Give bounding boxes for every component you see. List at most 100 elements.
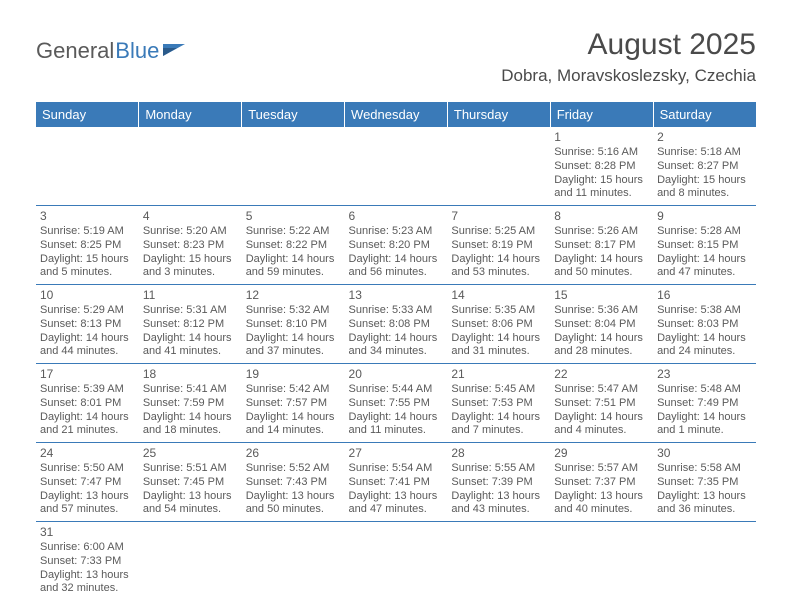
sunset-text: Sunset: 8:08 PM [349, 318, 444, 332]
sunset-text: Sunset: 8:10 PM [246, 318, 341, 332]
sunset-text: Sunset: 7:49 PM [657, 397, 752, 411]
calendar-day-cell: 31Sunrise: 6:00 AMSunset: 7:33 PMDayligh… [36, 522, 139, 601]
day-number: 25 [143, 446, 238, 461]
daylight-text: Daylight: 14 hours [657, 253, 752, 267]
daylight-text: and 28 minutes. [554, 345, 649, 359]
calendar-day-cell: 17Sunrise: 5:39 AMSunset: 8:01 PMDayligh… [36, 364, 139, 443]
sunrise-text: Sunrise: 5:48 AM [657, 383, 752, 397]
daylight-text: and 5 minutes. [40, 266, 135, 280]
sunrise-text: Sunrise: 5:41 AM [143, 383, 238, 397]
day-number: 26 [246, 446, 341, 461]
day-number: 2 [657, 130, 752, 145]
sunset-text: Sunset: 7:39 PM [451, 476, 546, 490]
daylight-text: Daylight: 15 hours [657, 174, 752, 188]
calendar-empty-cell [36, 127, 139, 206]
day-number: 30 [657, 446, 752, 461]
day-number: 7 [451, 209, 546, 224]
daylight-text: Daylight: 14 hours [349, 332, 444, 346]
calendar-empty-cell [345, 127, 448, 206]
daylight-text: Daylight: 14 hours [657, 411, 752, 425]
sunset-text: Sunset: 7:37 PM [554, 476, 649, 490]
sunrise-text: Sunrise: 5:35 AM [451, 304, 546, 318]
calendar-day-cell: 4Sunrise: 5:20 AMSunset: 8:23 PMDaylight… [139, 206, 242, 285]
daylight-text: Daylight: 13 hours [554, 490, 649, 504]
sunrise-text: Sunrise: 5:22 AM [246, 225, 341, 239]
sunrise-text: Sunrise: 5:29 AM [40, 304, 135, 318]
sunrise-text: Sunrise: 5:36 AM [554, 304, 649, 318]
daylight-text: Daylight: 14 hours [554, 332, 649, 346]
day-header: Sunday [36, 102, 139, 127]
day-number: 3 [40, 209, 135, 224]
sunset-text: Sunset: 7:33 PM [40, 555, 135, 569]
daylight-text: Daylight: 14 hours [554, 253, 649, 267]
daylight-text: and 59 minutes. [246, 266, 341, 280]
daylight-text: Daylight: 14 hours [246, 332, 341, 346]
sunrise-text: Sunrise: 5:39 AM [40, 383, 135, 397]
daylight-text: and 7 minutes. [451, 424, 546, 438]
calendar-day-cell: 3Sunrise: 5:19 AMSunset: 8:25 PMDaylight… [36, 206, 139, 285]
day-number: 16 [657, 288, 752, 303]
sunrise-text: Sunrise: 5:23 AM [349, 225, 444, 239]
daylight-text: Daylight: 13 hours [40, 569, 135, 583]
sunset-text: Sunset: 7:59 PM [143, 397, 238, 411]
sunrise-text: Sunrise: 5:25 AM [451, 225, 546, 239]
month-title: August 2025 [501, 28, 756, 62]
daylight-text: Daylight: 14 hours [143, 332, 238, 346]
day-header: Thursday [447, 102, 550, 127]
calendar-empty-cell [345, 522, 448, 601]
calendar-week-row: 24Sunrise: 5:50 AMSunset: 7:47 PMDayligh… [36, 443, 756, 522]
calendar-day-cell: 5Sunrise: 5:22 AMSunset: 8:22 PMDaylight… [242, 206, 345, 285]
calendar-day-cell: 19Sunrise: 5:42 AMSunset: 7:57 PMDayligh… [242, 364, 345, 443]
day-number: 1 [554, 130, 649, 145]
sunrise-text: Sunrise: 5:33 AM [349, 304, 444, 318]
daylight-text: and 21 minutes. [40, 424, 135, 438]
daylight-text: and 34 minutes. [349, 345, 444, 359]
daylight-text: and 44 minutes. [40, 345, 135, 359]
sunrise-text: Sunrise: 5:42 AM [246, 383, 341, 397]
sunrise-text: Sunrise: 5:50 AM [40, 462, 135, 476]
calendar-header-row: Sunday Monday Tuesday Wednesday Thursday… [36, 102, 756, 127]
calendar-day-cell: 16Sunrise: 5:38 AMSunset: 8:03 PMDayligh… [653, 285, 756, 364]
sunset-text: Sunset: 8:12 PM [143, 318, 238, 332]
calendar-day-cell: 23Sunrise: 5:48 AMSunset: 7:49 PMDayligh… [653, 364, 756, 443]
daylight-text: Daylight: 15 hours [143, 253, 238, 267]
calendar-day-cell: 7Sunrise: 5:25 AMSunset: 8:19 PMDaylight… [447, 206, 550, 285]
day-number: 17 [40, 367, 135, 382]
calendar-week-row: 3Sunrise: 5:19 AMSunset: 8:25 PMDaylight… [36, 206, 756, 285]
daylight-text: and 37 minutes. [246, 345, 341, 359]
calendar-day-cell: 26Sunrise: 5:52 AMSunset: 7:43 PMDayligh… [242, 443, 345, 522]
daylight-text: Daylight: 14 hours [349, 253, 444, 267]
sunset-text: Sunset: 8:13 PM [40, 318, 135, 332]
calendar-day-cell: 21Sunrise: 5:45 AMSunset: 7:53 PMDayligh… [447, 364, 550, 443]
sunrise-text: Sunrise: 5:31 AM [143, 304, 238, 318]
calendar-empty-cell [550, 522, 653, 601]
day-header: Tuesday [242, 102, 345, 127]
calendar-day-cell: 29Sunrise: 5:57 AMSunset: 7:37 PMDayligh… [550, 443, 653, 522]
brand-logo: General Blue [36, 38, 187, 66]
calendar-day-cell: 24Sunrise: 5:50 AMSunset: 7:47 PMDayligh… [36, 443, 139, 522]
day-number: 29 [554, 446, 649, 461]
calendar-empty-cell [653, 522, 756, 601]
daylight-text: and 43 minutes. [451, 503, 546, 517]
sunset-text: Sunset: 8:06 PM [451, 318, 546, 332]
daylight-text: and 50 minutes. [554, 266, 649, 280]
sunset-text: Sunset: 7:53 PM [451, 397, 546, 411]
sunset-text: Sunset: 7:47 PM [40, 476, 135, 490]
calendar-day-cell: 10Sunrise: 5:29 AMSunset: 8:13 PMDayligh… [36, 285, 139, 364]
daylight-text: Daylight: 13 hours [246, 490, 341, 504]
calendar-day-cell: 15Sunrise: 5:36 AMSunset: 8:04 PMDayligh… [550, 285, 653, 364]
daylight-text: Daylight: 13 hours [451, 490, 546, 504]
daylight-text: Daylight: 14 hours [246, 411, 341, 425]
calendar-week-row: 31Sunrise: 6:00 AMSunset: 7:33 PMDayligh… [36, 522, 756, 601]
day-number: 31 [40, 525, 135, 540]
sunset-text: Sunset: 8:25 PM [40, 239, 135, 253]
calendar-empty-cell [139, 127, 242, 206]
daylight-text: Daylight: 14 hours [246, 253, 341, 267]
daylight-text: and 57 minutes. [40, 503, 135, 517]
calendar-week-row: 17Sunrise: 5:39 AMSunset: 8:01 PMDayligh… [36, 364, 756, 443]
calendar-empty-cell [242, 127, 345, 206]
daylight-text: and 14 minutes. [246, 424, 341, 438]
daylight-text: and 11 minutes. [554, 187, 649, 201]
day-number: 14 [451, 288, 546, 303]
daylight-text: Daylight: 14 hours [554, 411, 649, 425]
